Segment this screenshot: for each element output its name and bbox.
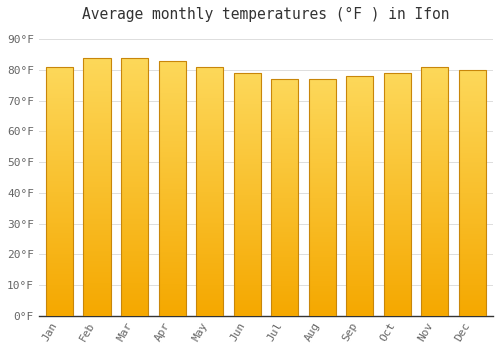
Bar	[346, 76, 374, 316]
Title: Average monthly temperatures (°F ) in Ifon: Average monthly temperatures (°F ) in If…	[82, 7, 450, 22]
Bar	[384, 73, 411, 316]
Bar	[121, 58, 148, 316]
Bar	[158, 61, 186, 316]
Bar	[84, 58, 110, 316]
Bar	[271, 79, 298, 316]
Bar	[196, 67, 223, 316]
Bar	[46, 67, 73, 316]
Bar	[308, 79, 336, 316]
Bar	[459, 70, 486, 316]
Bar	[422, 67, 448, 316]
Bar	[234, 73, 260, 316]
